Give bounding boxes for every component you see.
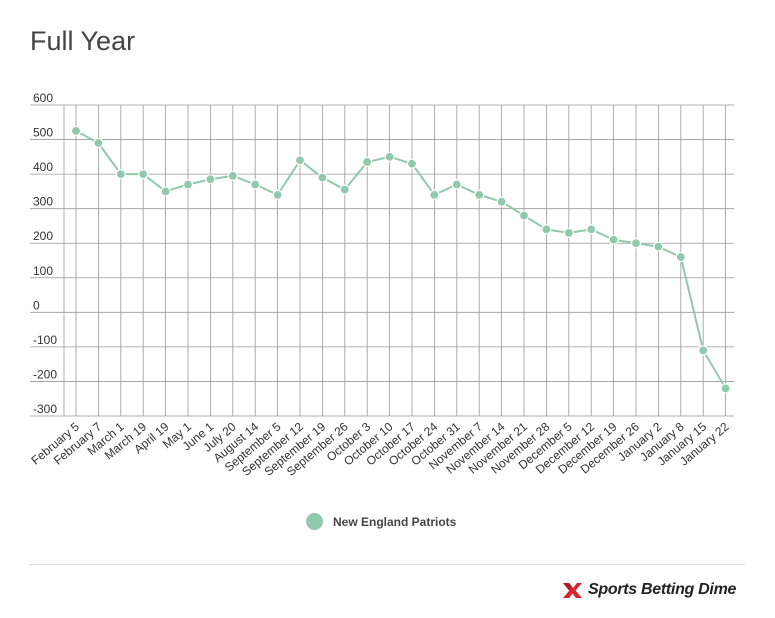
series-line (75, 130, 727, 389)
y-tick-label: 100 (33, 264, 53, 278)
data-point (586, 224, 597, 235)
y-tick-label: 0 (33, 298, 40, 312)
legend-label: New England Patriots (333, 514, 457, 529)
y-tick-label: 400 (33, 160, 53, 174)
footer-divider (30, 564, 745, 565)
data-point (294, 155, 306, 166)
data-points (70, 125, 731, 394)
brand-logo-group: Sports Betting Dime (560, 578, 736, 602)
y-tick-label: -100 (33, 333, 57, 347)
data-point (205, 174, 216, 185)
chart-title: Full Year (30, 26, 136, 56)
line-chart: 600 500 400 300 200 100 0 -100 -200 -300 February… (28, 91, 734, 479)
data-point (698, 345, 709, 356)
data-point (160, 186, 171, 197)
data-point (93, 137, 104, 149)
data-point (406, 158, 418, 169)
data-point (474, 189, 485, 200)
data-point (250, 179, 261, 190)
legend: New England Patriots (306, 513, 456, 530)
data-point (317, 172, 328, 183)
data-point (563, 227, 574, 238)
y-tick-label: -200 (33, 367, 57, 381)
data-point (70, 125, 82, 137)
data-point (182, 179, 194, 190)
data-point (429, 189, 440, 200)
data-point (653, 241, 664, 252)
data-point (339, 184, 350, 195)
data-point (138, 169, 149, 180)
y-tick-label: -300 (33, 402, 57, 416)
data-point (541, 224, 552, 235)
sbd-x-icon (563, 583, 582, 598)
data-point (451, 179, 462, 190)
data-point (115, 169, 126, 180)
data-point (496, 196, 507, 207)
brand-text: Sports Betting Dime (588, 581, 737, 598)
grid-lines (30, 104, 734, 417)
y-tick-label: 300 (33, 195, 53, 209)
data-point (227, 170, 238, 181)
y-tick-label: 600 (33, 91, 53, 105)
y-tick-label: 200 (33, 229, 53, 243)
data-point (362, 156, 373, 168)
y-tick-label: 500 (33, 126, 53, 140)
data-point (720, 383, 731, 394)
data-point (608, 234, 619, 245)
legend-swatch (306, 513, 323, 530)
data-point (518, 210, 530, 221)
data-point (384, 151, 395, 162)
data-point (675, 251, 686, 263)
data-point (272, 189, 283, 200)
data-point (630, 238, 642, 249)
y-axis-ticks: 600 500 400 300 200 100 0 -100 -200 -300 (33, 91, 57, 416)
